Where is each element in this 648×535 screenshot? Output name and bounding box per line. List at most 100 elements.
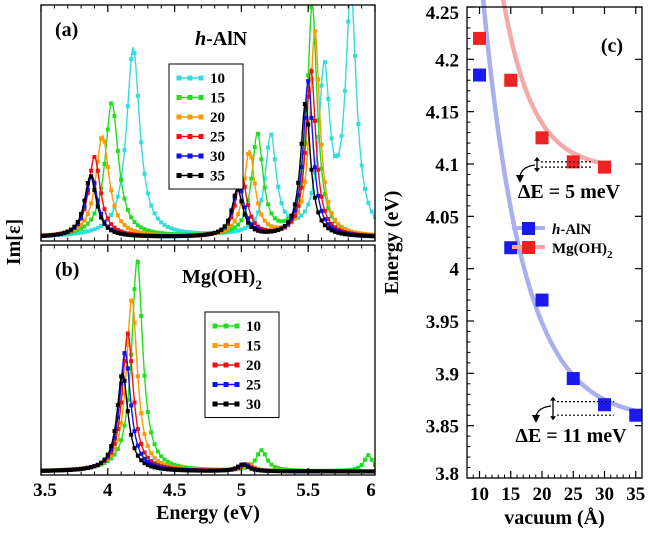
data-point	[89, 217, 94, 222]
data-point	[322, 208, 327, 213]
data-point	[239, 199, 244, 204]
data-point	[165, 459, 170, 464]
data-point	[49, 233, 54, 238]
data-point	[242, 184, 247, 189]
data-point	[286, 216, 291, 221]
data-point	[282, 469, 287, 474]
data-point	[149, 203, 154, 208]
data-point	[162, 457, 167, 462]
data-point	[292, 469, 297, 474]
data-point	[226, 228, 231, 233]
y-tick-label: 3.8	[435, 464, 459, 485]
data-point	[42, 468, 47, 473]
data-point	[292, 213, 297, 218]
data-point	[145, 410, 150, 415]
data-point	[252, 145, 257, 150]
data-point	[252, 227, 257, 232]
panel-label: (c)	[601, 35, 623, 57]
data-point	[256, 201, 261, 206]
data-point	[504, 241, 518, 255]
data-point	[89, 174, 94, 179]
legend-marker	[176, 114, 182, 120]
data-point	[366, 469, 371, 474]
data-point	[135, 427, 140, 432]
data-point	[373, 469, 375, 474]
legend-marker	[223, 362, 229, 368]
data-point	[62, 230, 67, 235]
data-point	[99, 460, 104, 465]
data-point	[373, 463, 375, 468]
title-main: Mg(OH)	[182, 266, 255, 288]
data-point	[276, 218, 281, 223]
legend-box	[168, 63, 244, 190]
data-point	[135, 229, 140, 234]
x-tick-label: 20	[533, 484, 552, 505]
legend-marker	[176, 173, 182, 178]
legend-label: h-AlN	[552, 222, 591, 238]
data-point	[152, 230, 157, 235]
data-point	[102, 139, 107, 144]
data-point	[125, 232, 130, 237]
data-point	[246, 151, 251, 156]
data-point	[259, 157, 264, 162]
data-point	[125, 366, 130, 371]
legend: 10 15 20 25 30 35	[168, 63, 244, 190]
data-point	[115, 447, 120, 452]
data-point	[262, 229, 267, 234]
data-point	[246, 203, 251, 208]
data-point	[119, 231, 124, 236]
data-point	[139, 233, 144, 238]
data-point	[199, 233, 204, 238]
data-point	[242, 176, 247, 181]
data-point	[135, 374, 140, 379]
data-point	[216, 468, 221, 473]
x-tick-label: 5	[237, 480, 247, 501]
data-point	[299, 141, 304, 146]
data-point	[105, 452, 110, 457]
data-point	[85, 211, 90, 216]
legend-marker	[234, 401, 240, 407]
data-point	[75, 228, 80, 233]
data-point	[286, 214, 291, 219]
data-point	[249, 214, 254, 219]
data-point	[289, 213, 294, 218]
data-point	[279, 469, 284, 474]
data-point	[149, 234, 154, 239]
y-tick-label: 3.95	[426, 312, 459, 333]
data-point	[52, 468, 57, 473]
data-point	[135, 233, 140, 238]
data-point	[332, 469, 337, 474]
data-point	[309, 77, 314, 82]
data-point	[209, 468, 214, 473]
data-point	[89, 168, 94, 173]
data-point	[366, 234, 371, 239]
data-point	[289, 219, 294, 224]
data-point	[212, 468, 217, 473]
data-point	[115, 415, 120, 420]
data-point	[142, 227, 147, 232]
data-point	[139, 441, 144, 446]
data-point	[155, 234, 160, 239]
data-point	[129, 227, 134, 232]
data-point	[206, 468, 210, 473]
x-tick-label: 5.5	[296, 480, 320, 501]
data-point	[105, 225, 110, 230]
data-point	[119, 374, 124, 379]
data-point	[306, 202, 311, 207]
data-point	[369, 234, 374, 239]
legend-label: 30	[246, 397, 261, 413]
legend-label: Mg(OH)2	[552, 241, 613, 261]
data-point	[362, 186, 367, 191]
data-point	[256, 224, 261, 229]
data-point	[249, 466, 254, 471]
data-point	[282, 223, 287, 228]
data-point	[132, 429, 137, 434]
data-point	[222, 224, 227, 229]
legend-italic: h	[552, 222, 560, 238]
data-point	[236, 222, 241, 227]
data-point	[362, 469, 367, 474]
data-point	[312, 118, 317, 123]
data-point	[125, 208, 130, 213]
data-point	[135, 223, 140, 228]
pointer-arrow-head	[516, 175, 524, 183]
